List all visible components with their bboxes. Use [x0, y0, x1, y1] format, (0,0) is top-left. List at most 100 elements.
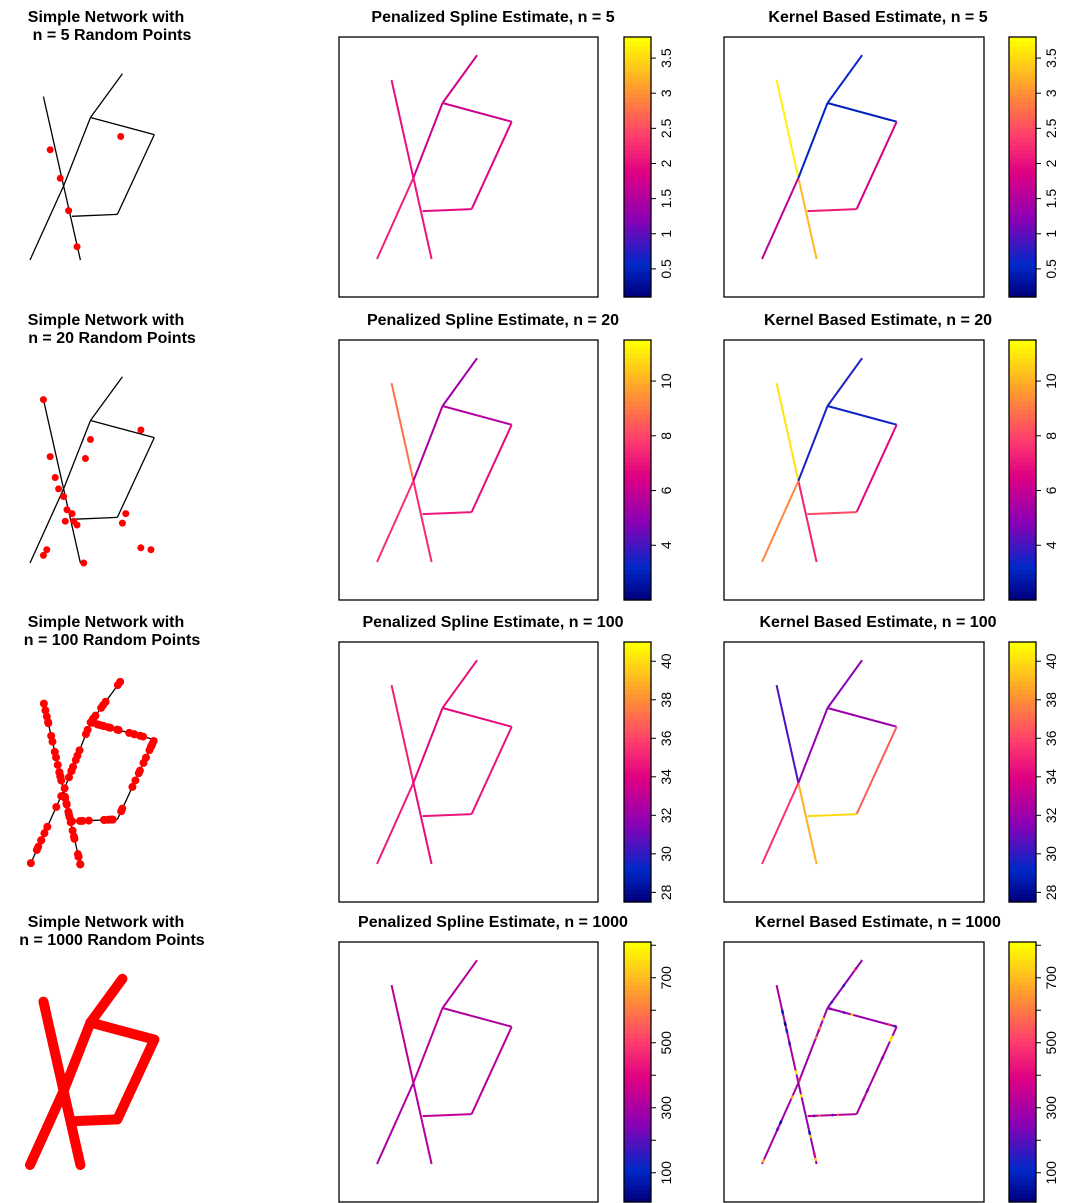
- estimate-edge: [470, 726, 513, 815]
- estimate-edge-segment: [850, 1013, 854, 1017]
- colorbar-tick-label: 10: [658, 373, 674, 389]
- estimate-edge-segment: [854, 966, 858, 971]
- estimate-edge: [807, 208, 857, 213]
- estimate-edge: [412, 1082, 433, 1165]
- network-point: [80, 559, 88, 567]
- estimate-edge-segment: [828, 1007, 832, 1011]
- network-point: [56, 174, 64, 182]
- estimate-edge-segment: [842, 1010, 846, 1014]
- estimate-panel: Kernel Based Estimate, n = 20 4 6 8 10: [723, 312, 1059, 601]
- colorbar-tick-label: 36: [658, 730, 674, 746]
- network-point: [46, 453, 54, 461]
- colorbar-tick-label: 100: [1043, 1161, 1059, 1185]
- estimate-edge: [390, 382, 415, 482]
- network-point: [37, 836, 46, 845]
- network-point: [131, 776, 140, 785]
- estimate-edge-segment: [880, 1055, 885, 1061]
- colorbar-tick-label: 3.5: [1043, 48, 1059, 68]
- colorbar-tick-label: 38: [1043, 692, 1059, 708]
- colorbar-tick-label: 100: [658, 1161, 674, 1185]
- estimate-edge: [376, 177, 415, 260]
- estimate-edge: [442, 102, 512, 123]
- estimate-edge: [470, 424, 513, 513]
- estimate-edge: [797, 405, 829, 482]
- network-edge: [42, 399, 65, 490]
- network-edge: [42, 96, 65, 187]
- estimate-edge: [390, 79, 415, 179]
- estimate-edge: [826, 54, 863, 104]
- network-point: [137, 544, 145, 552]
- network-point: [84, 816, 93, 825]
- colorbar-tick-label: 40: [1043, 653, 1059, 669]
- estimate-edge: [797, 480, 818, 563]
- colorbar-tick-label: 30: [658, 846, 674, 862]
- colorbar: 0.5 1 1.5 2 2.5 3 3.5: [1008, 36, 1059, 298]
- colorbar-tick-label: 1: [658, 230, 674, 238]
- colorbar-tick-label: 34: [658, 769, 674, 785]
- colorbar-tick-label: 32: [658, 807, 674, 823]
- network-edge: [116, 134, 155, 215]
- estimate-edge-segment: [775, 1126, 780, 1132]
- network-point: [75, 746, 84, 755]
- estimate-edge-segment: [829, 1000, 834, 1005]
- network-point: [55, 768, 64, 777]
- network-point: [118, 804, 127, 813]
- estimate-edge: [827, 102, 897, 123]
- estimate-edge: [422, 511, 472, 516]
- colorbar-tick-label: 40: [658, 653, 674, 669]
- estimate-edge: [412, 1007, 444, 1084]
- network-point: [88, 718, 97, 727]
- colorbar: 28 30 32 34 36 38 40: [623, 641, 674, 903]
- estimate-edge: [442, 405, 512, 426]
- colorbar-tick-label: 700: [1043, 966, 1059, 990]
- network-point: [73, 521, 81, 529]
- network-point: [65, 812, 74, 821]
- estimate-edge-segment: [797, 1077, 802, 1082]
- estimate-edge: [412, 707, 444, 784]
- estimate-edge: [775, 79, 800, 179]
- network-point: [39, 396, 47, 404]
- colorbar-tick-label: 300: [658, 1096, 674, 1120]
- network-point: [57, 792, 66, 801]
- network-point: [43, 546, 51, 554]
- colorbar-tick-label: 4: [658, 541, 674, 549]
- network-point: [130, 730, 139, 739]
- colorbar-tick-label: 34: [1043, 769, 1059, 785]
- estimate-edge: [376, 1082, 415, 1165]
- estimate-edge: [376, 782, 415, 865]
- network-title: Simple Network with: [28, 9, 184, 26]
- network-point: [69, 832, 78, 841]
- colorbar-tick-label: 2: [658, 159, 674, 167]
- network-edge: [29, 185, 65, 261]
- estimate-title: Penalized Spline Estimate, n = 100: [363, 614, 624, 631]
- colorbar-tick-label: 38: [658, 692, 674, 708]
- estimate-edge-segment: [780, 1009, 785, 1014]
- colorbar-tick-label: 8: [1043, 432, 1059, 440]
- network-points-dense: [58, 1085, 86, 1170]
- colorbar-tick-label: 28: [1043, 884, 1059, 900]
- estimate-edge: [761, 177, 800, 260]
- estimate-panel: Penalized Spline Estimate, n = 1000 100 30…: [338, 914, 674, 1203]
- colorbar-tick-label: 500: [658, 1031, 674, 1055]
- estimate-title: Kernel Based Estimate, n = 100: [760, 614, 997, 631]
- colorbar-tick-label: 32: [1043, 807, 1059, 823]
- network-point: [67, 766, 76, 775]
- network-subtitle: n = 100 Random Points: [24, 632, 201, 649]
- network-point: [103, 815, 112, 824]
- estimate-panel: Kernel Based Estimate, n = 1000 100 300 500…: [723, 914, 1059, 1203]
- network-point: [78, 816, 87, 825]
- network-edge: [89, 376, 123, 421]
- colorbar-tick-label: 500: [1043, 1031, 1059, 1055]
- plot-frame: [723, 339, 985, 601]
- colorbar-tick-label: 2.5: [658, 118, 674, 138]
- plot-frame: [723, 36, 985, 298]
- network-title: Simple Network with: [28, 614, 184, 631]
- estimate-title: Penalized Spline Estimate, n = 5: [371, 9, 614, 26]
- estimate-edge: [442, 1007, 512, 1028]
- colorbar-tick-label: 1: [1043, 230, 1059, 238]
- network-edge: [116, 437, 155, 518]
